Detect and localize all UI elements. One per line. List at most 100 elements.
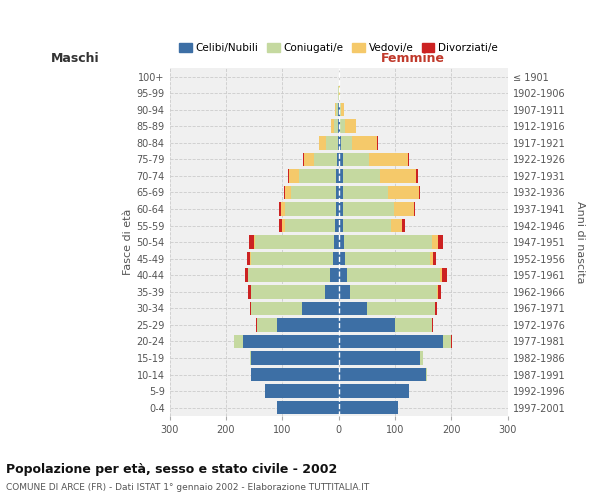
Bar — [368, 152, 408, 166]
Y-axis label: Anni di nascita: Anni di nascita — [575, 201, 585, 283]
Bar — [335, 103, 337, 117]
Bar — [338, 268, 347, 282]
Bar — [421, 351, 423, 365]
Bar — [338, 186, 343, 200]
Text: COMUNE DI ARCE (FR) - Dati ISTAT 1° gennaio 2002 - Elaborazione TUTTITALIA.IT: COMUNE DI ARCE (FR) - Dati ISTAT 1° genn… — [6, 482, 369, 492]
Text: Maschi: Maschi — [50, 52, 99, 65]
Bar — [352, 136, 377, 149]
Bar — [235, 334, 243, 348]
Bar — [391, 219, 403, 232]
Bar — [439, 285, 441, 298]
Bar — [340, 103, 341, 117]
Bar — [251, 368, 338, 382]
Bar — [338, 368, 426, 382]
Bar — [367, 302, 434, 315]
Bar — [288, 169, 289, 182]
Bar — [416, 169, 418, 182]
Bar — [250, 302, 251, 315]
Bar — [338, 152, 343, 166]
Bar — [341, 103, 344, 117]
Bar — [346, 252, 430, 266]
Bar — [330, 268, 338, 282]
Bar — [343, 202, 394, 216]
Bar — [280, 202, 281, 216]
Bar — [302, 302, 338, 315]
Bar — [338, 252, 346, 266]
Text: Popolazione per età, sesso e stato civile - 2002: Popolazione per età, sesso e stato civil… — [6, 462, 337, 475]
Bar — [331, 120, 334, 133]
Bar — [419, 186, 421, 200]
Bar — [326, 136, 338, 149]
Bar — [433, 252, 436, 266]
Bar — [345, 120, 356, 133]
Bar — [257, 318, 277, 332]
Bar — [338, 219, 343, 232]
Bar — [255, 236, 334, 249]
Bar — [250, 252, 251, 266]
Bar — [338, 285, 350, 298]
Bar — [338, 318, 395, 332]
Bar — [343, 169, 380, 182]
Bar — [341, 136, 352, 149]
Bar — [380, 169, 416, 182]
Bar — [338, 236, 344, 249]
Bar — [289, 169, 299, 182]
Bar — [437, 285, 439, 298]
Bar — [336, 186, 338, 200]
Bar — [338, 169, 343, 182]
Bar — [251, 302, 302, 315]
Bar — [408, 152, 409, 166]
Bar — [265, 384, 338, 398]
Bar — [334, 120, 338, 133]
Bar — [413, 202, 415, 216]
Bar — [338, 334, 443, 348]
Bar — [337, 152, 338, 166]
Bar — [250, 351, 251, 365]
Bar — [248, 268, 330, 282]
Bar — [279, 219, 282, 232]
Bar — [243, 334, 338, 348]
Bar — [432, 318, 433, 332]
Bar — [251, 351, 338, 365]
Bar — [245, 268, 248, 282]
Bar — [291, 186, 336, 200]
Bar — [338, 136, 341, 149]
Y-axis label: Fasce di età: Fasce di età — [124, 209, 133, 276]
Bar — [338, 351, 421, 365]
Bar — [254, 236, 255, 249]
Bar — [281, 202, 285, 216]
Bar — [350, 285, 437, 298]
Bar — [338, 103, 340, 117]
Bar — [334, 236, 338, 249]
Bar — [443, 334, 451, 348]
Bar — [338, 401, 398, 414]
Bar — [338, 302, 367, 315]
Bar — [439, 236, 443, 249]
Bar — [285, 202, 336, 216]
Bar — [337, 103, 338, 117]
Bar — [304, 152, 314, 166]
Bar — [395, 318, 432, 332]
Bar — [388, 186, 419, 200]
Bar — [285, 186, 291, 200]
Bar — [343, 152, 368, 166]
Bar — [338, 120, 340, 133]
Bar — [251, 285, 325, 298]
Bar — [336, 202, 338, 216]
Legend: Celibi/Nubili, Coniugati/e, Vedovi/e, Divorziati/e: Celibi/Nubili, Coniugati/e, Vedovi/e, Di… — [175, 38, 502, 57]
Bar — [442, 268, 448, 282]
Bar — [251, 252, 333, 266]
Bar — [343, 186, 388, 200]
Bar — [343, 219, 391, 232]
Bar — [314, 152, 337, 166]
Bar — [247, 252, 250, 266]
Bar — [284, 219, 335, 232]
Bar — [340, 120, 345, 133]
Bar — [249, 236, 254, 249]
Bar — [432, 236, 439, 249]
Bar — [282, 219, 284, 232]
Bar — [394, 202, 413, 216]
Bar — [319, 136, 326, 149]
Bar — [303, 152, 304, 166]
Bar — [335, 219, 338, 232]
